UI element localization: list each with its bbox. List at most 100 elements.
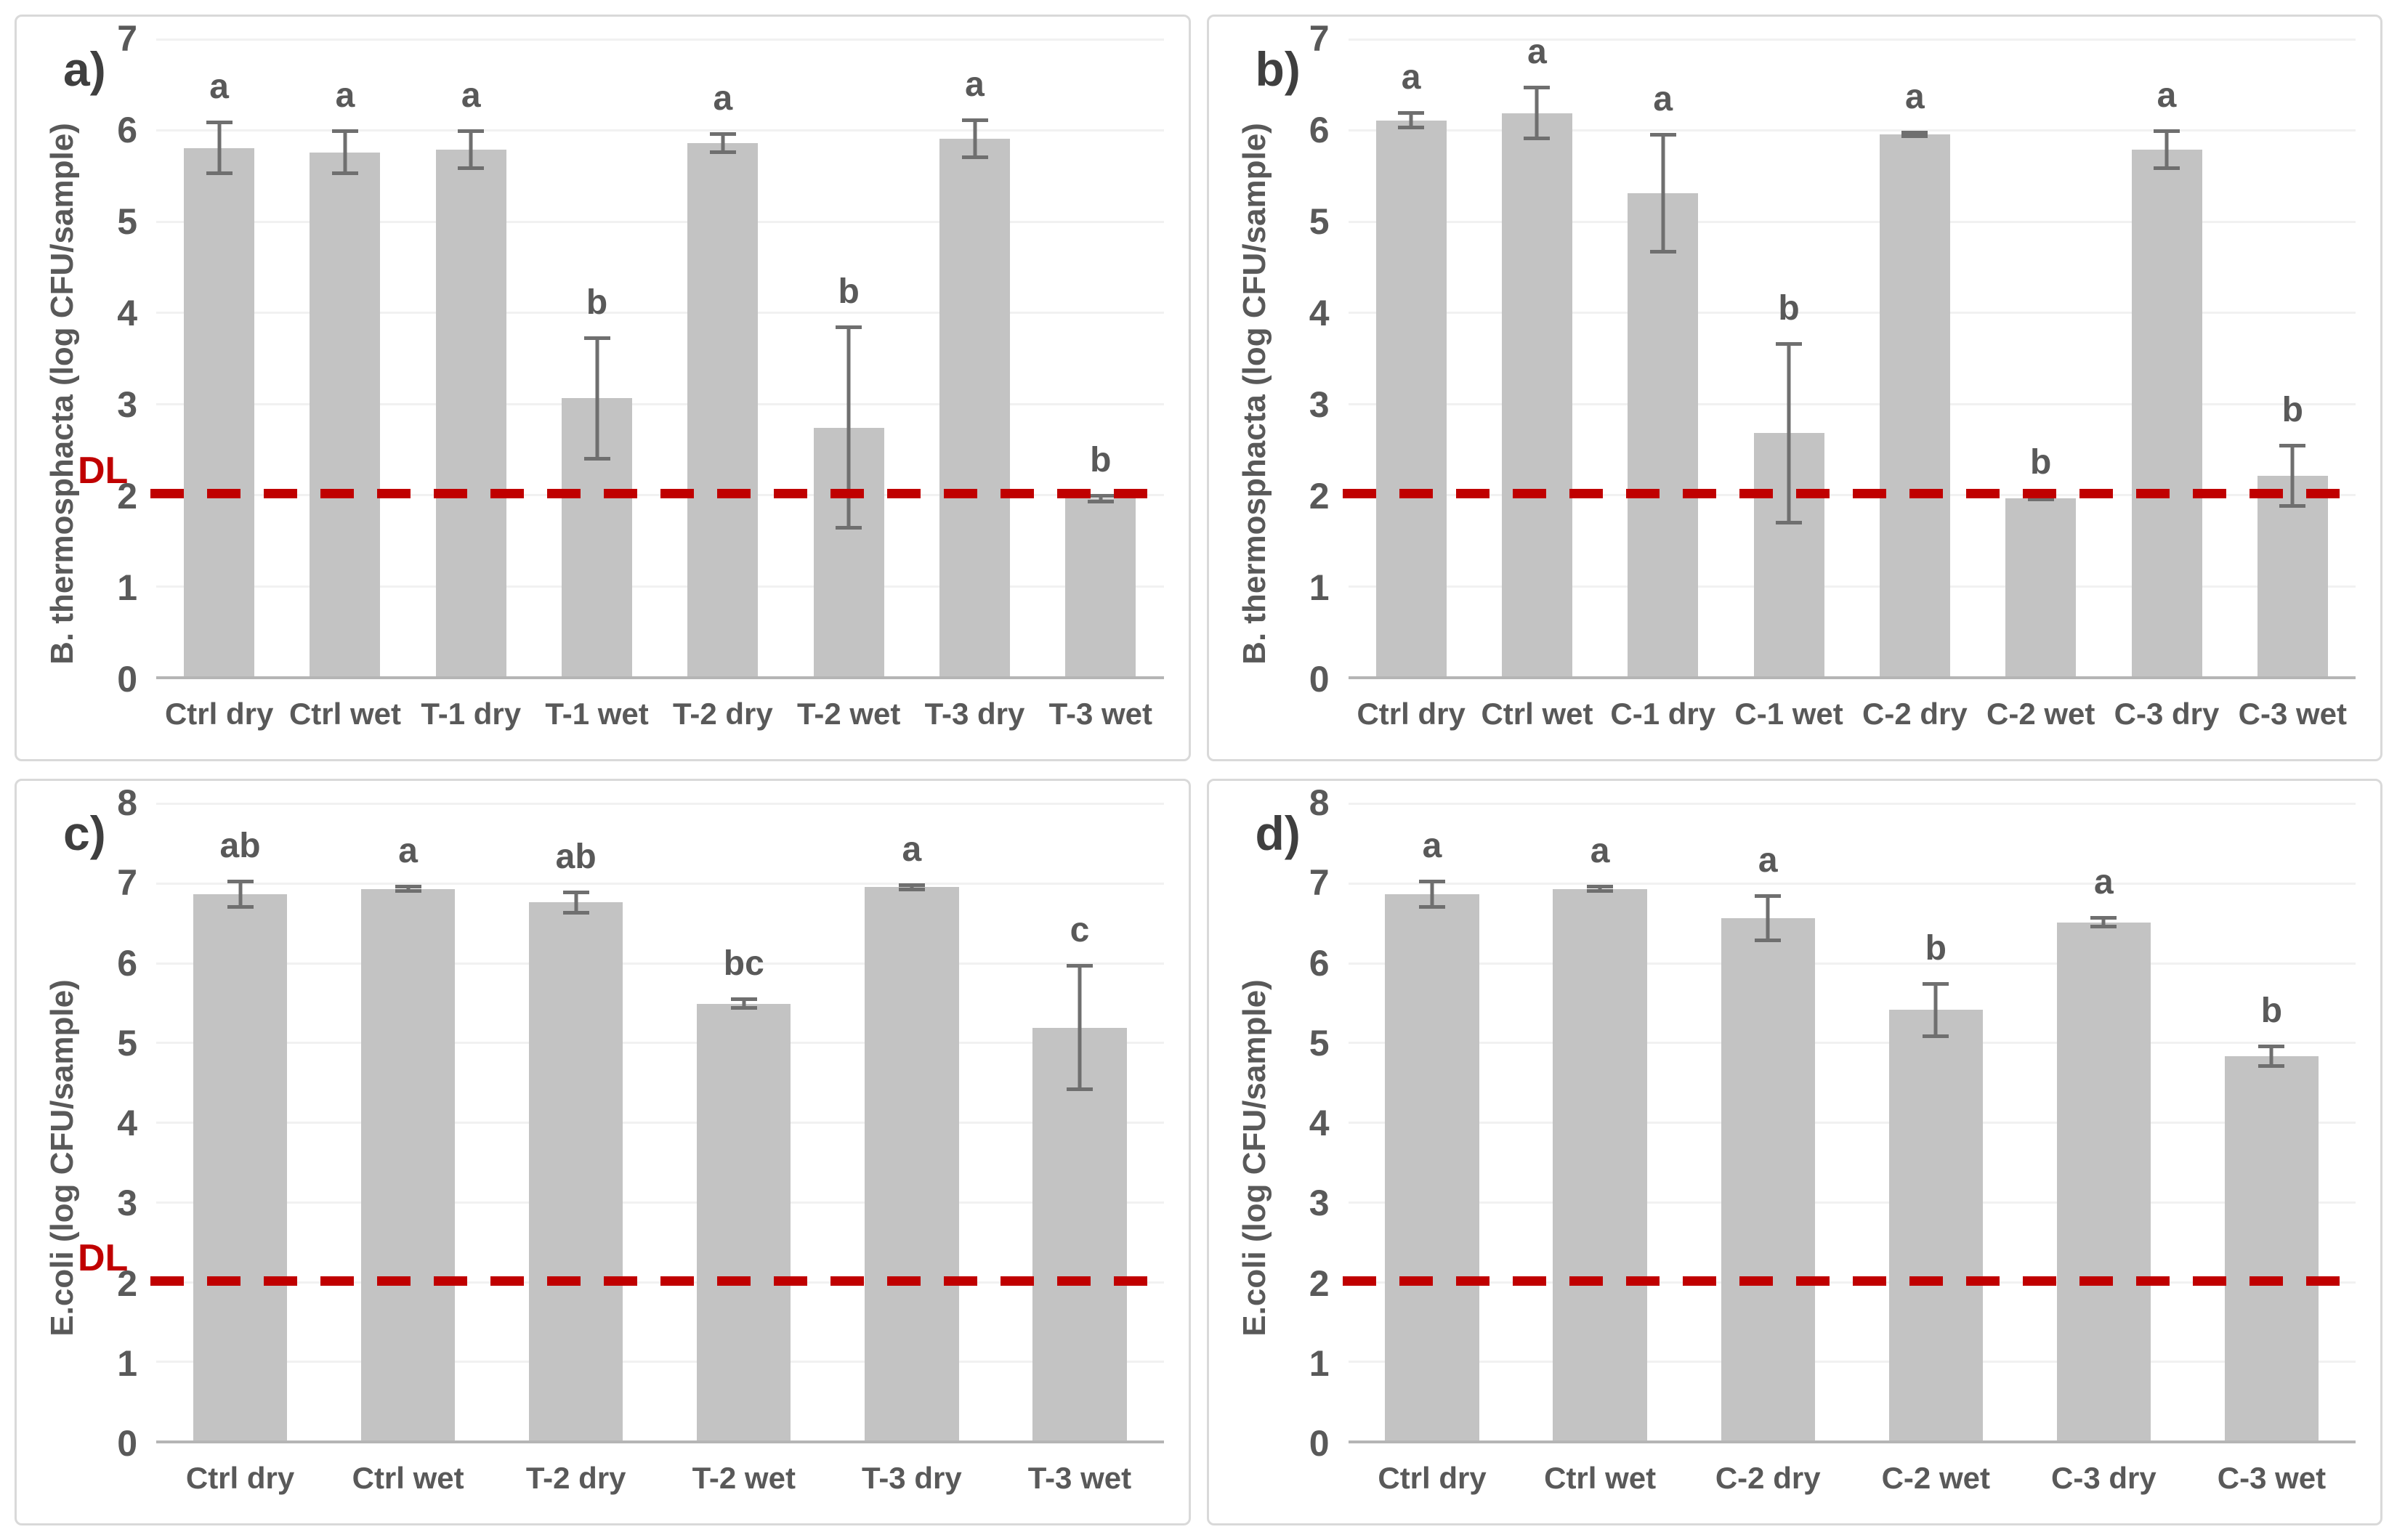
bar xyxy=(435,150,506,676)
gridline xyxy=(1348,585,2356,588)
error-bar-cap-bottom xyxy=(1649,250,1676,254)
y-axis-ticks: 0 1 2 3 4 5 6 7 xyxy=(89,20,156,697)
chart-panel-b: b) B. thermosphacta (log CFU/sample) 0 1 2 3 4… xyxy=(1206,15,2382,761)
error-bar-whisker xyxy=(910,883,914,891)
significance-letter: a xyxy=(398,832,418,871)
significance-letter: b xyxy=(1925,928,1947,968)
x-category-label: C-2 wet xyxy=(1881,1461,1990,1495)
error-bar-cap-bottom xyxy=(730,1006,757,1010)
x-category-label: C-3 dry xyxy=(2051,1461,2157,1495)
y-tick-label: 6 xyxy=(1309,942,1330,984)
significance-letter: a xyxy=(1653,80,1673,119)
x-category-label: Ctrl wet xyxy=(1544,1461,1657,1495)
panel-letter: b) xyxy=(1255,42,1301,96)
gridline xyxy=(156,803,1164,805)
error-bar-cap-bottom xyxy=(2154,166,2180,170)
error-bar-cap-bottom xyxy=(961,155,988,159)
y-tick-label: 3 xyxy=(1309,384,1330,425)
y-tick-label: 0 xyxy=(117,1423,137,1464)
y-tick-label: 5 xyxy=(117,1022,137,1063)
bar-slot: a xyxy=(1349,38,1474,676)
gridline xyxy=(156,585,1164,588)
chart-panel-c: c) E.coli (log CFU/sample) 0 1 2 3 4 5 6 7 8 ab a ab b… xyxy=(15,779,1191,1525)
error-bar-cap-top xyxy=(458,129,485,134)
x-axis-labels: Ctrl dry Ctrl wet C-1 dry C-1 wet C-2 dry C-2… xyxy=(1349,679,2356,749)
error-bar-cap-bottom xyxy=(458,166,485,170)
bar-slot: b xyxy=(2230,38,2356,676)
bar xyxy=(1879,134,1950,676)
bar-slot: a xyxy=(660,38,785,676)
bar-slot: a xyxy=(1349,803,1516,1440)
gridline xyxy=(1348,220,2356,223)
x-category-label: C-3 dry xyxy=(2114,697,2220,731)
y-tick-label: 8 xyxy=(1309,782,1330,823)
gridline xyxy=(156,402,1164,405)
bar-slot: a xyxy=(1516,803,1684,1440)
bar xyxy=(2224,1056,2319,1440)
gridline xyxy=(1348,1361,2356,1363)
x-category-label: C-2 dry xyxy=(1715,1461,1821,1495)
significance-letter: a xyxy=(1758,841,1778,880)
bar-slot: ab xyxy=(492,803,660,1440)
error-bar-whisker xyxy=(721,132,725,155)
error-bar-whisker xyxy=(574,890,578,915)
x-category-label: T-3 dry xyxy=(924,697,1025,731)
y-axis-title: E.coli (log CFU/sample) xyxy=(1228,803,1282,1513)
bar xyxy=(1065,498,1136,676)
significance-letter: a xyxy=(461,76,481,115)
plot-column: 0 1 2 3 4 5 6 7 a a a b a b a b Ctrl dry Ctrl wet C-1 dry C… xyxy=(1282,20,2361,749)
error-bar-cap-top xyxy=(562,890,589,894)
error-bar-cap-top xyxy=(2090,915,2117,920)
detection-limit-line xyxy=(150,489,1170,499)
error-bar-whisker xyxy=(1430,880,1434,909)
error-bar-cap-top xyxy=(2258,1044,2285,1048)
y-tick-label: 3 xyxy=(117,1183,137,1224)
x-axis-labels: Ctrl dry Ctrl wet C-2 dry C-2 wet C-3 dry C-3… xyxy=(1349,1443,2356,1513)
significance-letter: ab xyxy=(219,827,261,866)
significance-letter: a xyxy=(1905,77,1925,116)
error-bar-whisker xyxy=(2164,129,2169,170)
bar-slot: a xyxy=(1600,38,1726,676)
significance-letter: a xyxy=(1527,33,1547,72)
significance-letter: b xyxy=(1090,441,1112,480)
y-axis-title-text: B. thermosphacta (log CFU/sample) xyxy=(1236,123,1272,665)
y-axis-title-text: B. thermosphacta (log CFU/sample) xyxy=(44,123,80,665)
error-bar-whisker xyxy=(846,325,851,530)
x-category-label: C-1 dry xyxy=(1610,697,1716,731)
error-bar-cap-bottom xyxy=(2258,1064,2285,1069)
y-axis-title: E.coli (log CFU/sample) xyxy=(36,803,89,1513)
significance-letter: a xyxy=(1401,58,1421,97)
error-bar-cap-bottom xyxy=(1587,889,1614,893)
bar-slot: a xyxy=(1852,38,1978,676)
error-bar-whisker xyxy=(1933,981,1938,1038)
error-bar-cap-top xyxy=(1524,86,1551,90)
x-category-label: Ctrl dry xyxy=(1357,697,1466,731)
significance-letter: a xyxy=(902,830,922,869)
error-bar-cap-bottom xyxy=(331,171,358,176)
y-tick-label: 2 xyxy=(1309,1263,1330,1304)
error-bar-cap-top xyxy=(227,880,254,884)
x-category-label: T-2 dry xyxy=(525,1461,626,1495)
y-tick-label: 6 xyxy=(117,110,137,150)
error-bar-cap-top xyxy=(1649,133,1676,137)
y-tick-label: 5 xyxy=(117,201,137,242)
y-axis-ticks: 0 1 2 3 4 5 6 7 xyxy=(1282,20,1349,697)
chart-area: B. thermosphacta (log CFU/sample) 0 1 2 3 4 5 6… xyxy=(36,20,1170,749)
gridline xyxy=(1348,38,2356,41)
error-bar-cap-top xyxy=(395,885,421,889)
error-bar-cap-top xyxy=(206,120,233,124)
error-bar-whisker xyxy=(1535,86,1539,141)
gridline xyxy=(1348,962,2356,965)
detection-limit-line xyxy=(1342,1276,2361,1286)
bar xyxy=(1628,193,1699,676)
gridline xyxy=(1348,1201,2356,1204)
error-bar-cap-bottom xyxy=(1901,134,1928,138)
error-bar-whisker xyxy=(1598,885,1602,893)
gridline xyxy=(156,1122,1164,1124)
gridline xyxy=(156,1042,1164,1045)
error-bar-cap-bottom xyxy=(583,456,610,461)
significance-letter: a xyxy=(2157,76,2177,115)
bar-slot: a xyxy=(2020,803,2188,1440)
y-axis-ticks: 0 1 2 3 4 5 6 7 8 xyxy=(1282,785,1349,1462)
bar-slot: b xyxy=(534,38,660,676)
